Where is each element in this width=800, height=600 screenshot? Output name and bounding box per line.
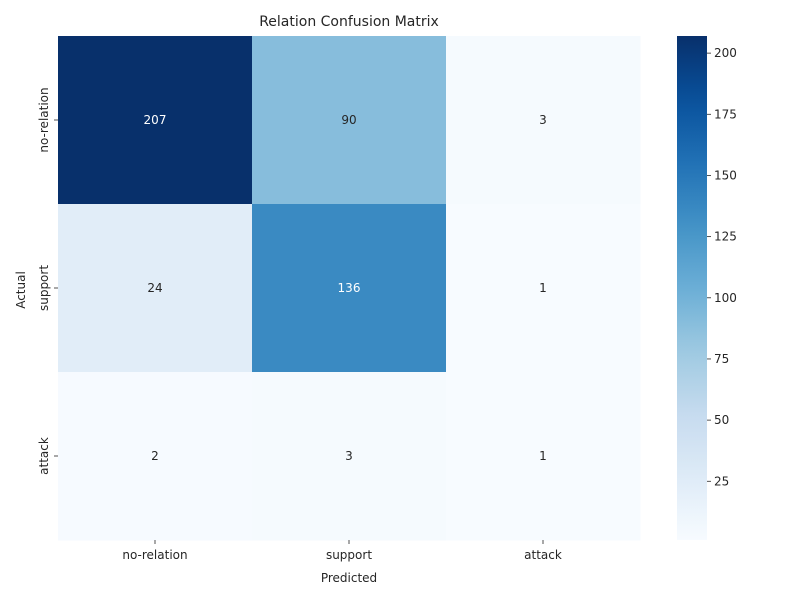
colorbar — [677, 36, 707, 540]
heatmap-cell — [58, 204, 253, 373]
heatmap-cell — [252, 204, 447, 373]
heatmap-cell — [252, 36, 447, 205]
colorbar-tick-label: 200 — [714, 46, 737, 60]
y-tick-label: support — [37, 265, 51, 311]
cell-value-label: 1 — [539, 281, 547, 295]
heatmap-cell-labels: 207 90 3 24 136 1 2 3 1 — [144, 113, 547, 463]
colorbar-tick-label: 25 — [714, 474, 729, 488]
colorbar-tick-label: 150 — [714, 168, 737, 182]
y-tick-label: attack — [37, 437, 51, 475]
cell-value-label: 24 — [147, 281, 162, 295]
heatmap-cell — [58, 36, 253, 205]
cell-value-label: 2 — [151, 449, 159, 463]
x-axis-label: Predicted — [321, 571, 377, 585]
x-axis-ticks: no-relation support attack — [122, 540, 562, 562]
heatmap-cells — [58, 36, 641, 541]
x-tick-label: support — [326, 548, 372, 562]
colorbar-tick-label: 125 — [714, 230, 737, 244]
heatmap-cell — [58, 372, 253, 541]
y-tick-label: no-relation — [37, 87, 51, 152]
colorbar-tick-label: 50 — [714, 413, 729, 427]
cell-value-label: 207 — [144, 113, 167, 127]
colorbar-ticks: 25 50 75 100 125 150 175 200 — [707, 46, 737, 488]
heatmap-cell — [252, 372, 447, 541]
cell-value-label: 1 — [539, 449, 547, 463]
y-axis-ticks: no-relation support attack — [37, 87, 58, 475]
cell-value-label: 136 — [338, 281, 361, 295]
x-tick-label: attack — [524, 548, 562, 562]
heatmap-cell — [446, 372, 641, 541]
colorbar-tick-label: 175 — [714, 107, 737, 121]
x-tick-label: no-relation — [122, 548, 187, 562]
chart-title: Relation Confusion Matrix — [259, 14, 439, 30]
heatmap-cell — [446, 36, 641, 205]
colorbar-tick-label: 75 — [714, 352, 729, 366]
cell-value-label: 3 — [539, 113, 547, 127]
colorbar-tick-label: 100 — [714, 291, 737, 305]
cell-value-label: 3 — [345, 449, 353, 463]
y-axis-label: Actual — [14, 271, 28, 309]
heatmap-cell — [446, 204, 641, 373]
cell-value-label: 90 — [341, 113, 356, 127]
